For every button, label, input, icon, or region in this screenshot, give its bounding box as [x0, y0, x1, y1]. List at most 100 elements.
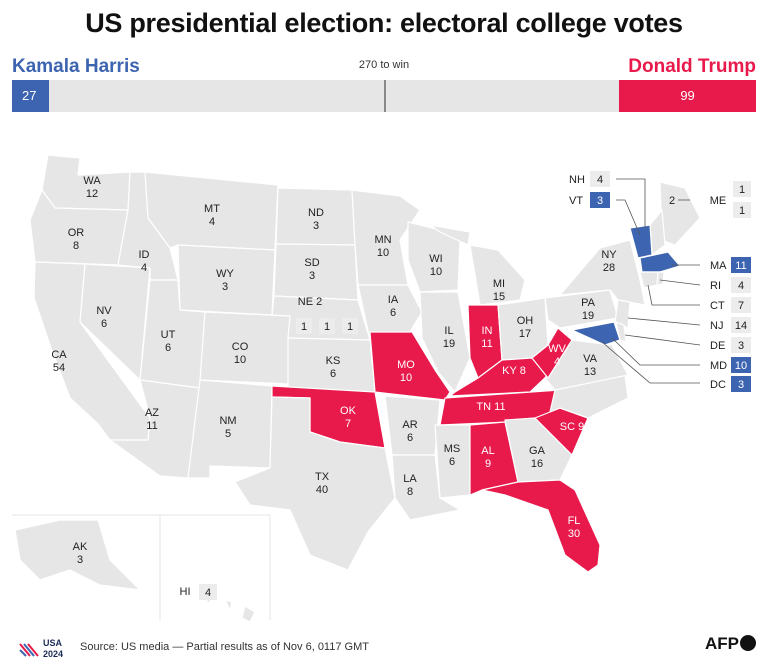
flag-stripes-icon	[19, 643, 39, 657]
state-abbr-nd: ND	[308, 207, 324, 219]
state-ev-va: 13	[584, 366, 596, 378]
state-ev-la: 8	[407, 486, 413, 498]
state-abbr-hi: HI	[180, 586, 191, 598]
state-ev-oh: 17	[519, 328, 531, 340]
state-ev-mi: 15	[493, 291, 505, 303]
ne-district-ev: 1	[301, 321, 307, 333]
callout-abbr-ma: MA	[710, 260, 727, 272]
state-abbr-mn: MN	[374, 234, 391, 246]
state-ev-al: 9	[485, 458, 491, 470]
me-district-box	[733, 181, 751, 197]
trump-label: Donald Trump	[628, 56, 756, 77]
callout-ev-nj: 14	[735, 320, 747, 332]
state-ev-nv: 6	[101, 318, 107, 330]
state-abbr-ak: AK	[73, 541, 88, 553]
state-ev-ut: 6	[165, 342, 171, 354]
state-abbr-nv: NV	[96, 305, 112, 317]
state-abbr-sd: SD	[304, 257, 319, 269]
ne-district-box	[342, 318, 358, 334]
harris-votes-bar: 27	[12, 80, 50, 112]
state-fl	[481, 479, 601, 573]
source-note: Source: US media — Partial results as of…	[80, 641, 369, 653]
state-abbr-az: AZ	[145, 407, 159, 419]
callout-box-nh	[590, 171, 610, 187]
state-ev-hi: 4	[205, 587, 211, 599]
state-me	[659, 181, 701, 246]
state-wy	[177, 244, 276, 316]
state-nh	[649, 209, 666, 256]
callout-ev-dc: 3	[738, 379, 744, 391]
state-abbr-wa: WA	[83, 175, 101, 187]
state-ev-ia: 6	[390, 307, 396, 319]
state-abbr-ia: IA	[388, 294, 399, 306]
state-abbr-mo: MO	[397, 359, 415, 371]
state-abbr-or: OR	[68, 227, 85, 239]
state-label-ky: KY 8	[502, 365, 526, 377]
state-la	[391, 454, 461, 521]
state-abbr-ny: NY	[601, 249, 617, 261]
state-abbr-la: LA	[403, 473, 417, 485]
callout-abbr-de: DE	[710, 340, 725, 352]
state-ev-mn: 10	[377, 247, 389, 259]
leader-nj	[627, 317, 701, 326]
state-abbr-co: CO	[232, 341, 249, 353]
state-abbr-pa: PA	[581, 297, 596, 309]
state-ev-co: 10	[234, 354, 246, 366]
me-district-ev: 1	[739, 205, 745, 217]
me-district-box	[733, 202, 751, 218]
state-mn	[351, 189, 421, 286]
state-ev-wy: 3	[222, 281, 228, 293]
state-ev-ar: 6	[407, 432, 413, 444]
state-ma	[639, 251, 681, 273]
callout-ev-md: 10	[735, 360, 747, 372]
state-ev-wv: 4	[554, 356, 560, 368]
state-abbr-al: AL	[481, 445, 494, 457]
state-abbr-va: VA	[583, 353, 598, 365]
state-wv	[531, 327, 573, 379]
callout-abbr-ct: CT	[710, 300, 725, 312]
callout-ev-nh: 4	[597, 174, 603, 186]
usa-2024-logo: USA 2024	[19, 638, 63, 659]
state-ev-il: 19	[443, 338, 455, 350]
state-ev-ak: 3	[77, 554, 83, 566]
state-ak	[14, 519, 141, 591]
callout-ev-de: 3	[738, 340, 744, 352]
state-abbr-me: ME	[710, 195, 727, 207]
state-ev-tx: 40	[316, 484, 328, 496]
state-ri	[656, 271, 665, 286]
state-abbr-ok: OK	[340, 405, 357, 417]
state-ev-fl: 30	[568, 528, 580, 540]
state-label-tn: TN 11	[476, 401, 505, 413]
callout-box-vt	[590, 192, 610, 208]
inset-frame-hawaii	[160, 514, 271, 620]
state-abbr-ks: KS	[326, 355, 341, 367]
state-ev-ks: 6	[330, 368, 336, 380]
afp-logo: AFP	[705, 634, 756, 654]
callout-box-ct	[731, 297, 751, 313]
state-label-sc: SC 9	[560, 421, 584, 433]
callout-ev-ct: 7	[738, 300, 744, 312]
state-ev-in: 11	[481, 338, 492, 350]
afp-dot-icon	[740, 635, 756, 651]
leader-ri	[659, 279, 701, 286]
state-sd	[273, 243, 359, 301]
state-abbr-wi: WI	[429, 253, 442, 265]
state-abbr-ar: AR	[402, 419, 417, 431]
state-abbr-in: IN	[482, 325, 493, 337]
threshold-label: 270 to win	[358, 59, 410, 71]
state-ev-pa: 19	[582, 310, 594, 322]
state-mo	[369, 331, 451, 401]
callout-ev-vt: 3	[597, 195, 603, 207]
state-ga	[504, 417, 573, 483]
state-abbr-mi: MI	[493, 278, 505, 290]
logo-text-usa: USA	[43, 638, 63, 648]
state-ev-nm: 5	[225, 428, 231, 440]
callout-box-ri	[731, 277, 751, 293]
state-ev-mo: 10	[400, 372, 412, 384]
state-abbr-id: ID	[139, 249, 150, 261]
state-ev-id: 4	[141, 262, 147, 274]
state-abbr-ms: MS	[444, 443, 461, 455]
state-ev-ms: 6	[449, 456, 455, 468]
state-abbr-oh: OH	[517, 315, 534, 327]
state-ev-ok: 7	[345, 418, 351, 430]
